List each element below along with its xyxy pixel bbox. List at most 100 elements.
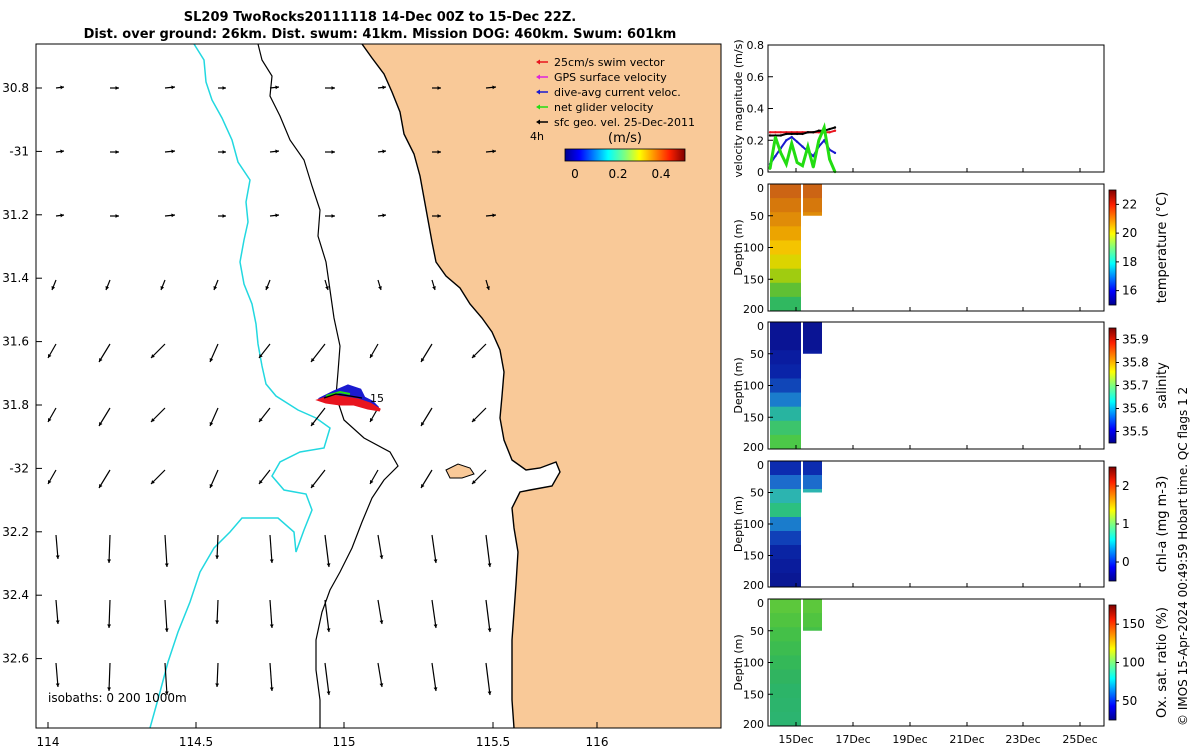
geo-velocity-arrowhead (115, 150, 119, 154)
geo-velocity-arrowhead (215, 620, 220, 624)
section-band (770, 212, 801, 227)
y-tick-label: 0 (757, 459, 764, 472)
section-band (770, 711, 801, 726)
lat-tick-label: 31.2 (2, 208, 29, 222)
lat-tick-label: 32.6 (2, 652, 29, 666)
geo-velocity-arrowhead (311, 422, 315, 426)
geo-velocity-arrowhead (269, 687, 274, 691)
geo-velocity-arrowhead (379, 620, 384, 624)
series-point (768, 131, 772, 134)
section-band (770, 545, 801, 560)
section-band (770, 434, 801, 449)
geo-velocity-arrowhead (421, 484, 425, 488)
section-band (770, 322, 801, 337)
section-gap (801, 322, 803, 449)
y-tick-label: 100 (743, 380, 764, 393)
series-point (828, 127, 831, 131)
geo-velocity-arrowhead (99, 484, 103, 488)
legend-label: net glider velocity (554, 101, 654, 114)
y-axis-label: Depth (m) (732, 496, 745, 552)
series-point (817, 129, 820, 132)
y-tick-label: 150 (743, 411, 764, 424)
geo-velocity-arrowhead (492, 149, 496, 154)
geo-velocity-arrowhead (437, 150, 441, 154)
colorbar-label: chl-a (mg m-3) (1155, 476, 1170, 573)
geo-velocity-arrowhead (60, 213, 64, 218)
series-point (785, 132, 788, 136)
y-axis-label: velocity magnitude (m/s) (732, 39, 745, 177)
section-band (770, 336, 801, 351)
series-point (779, 134, 782, 137)
geo-velocity-arrowhead (164, 628, 169, 632)
geo-velocity-arrowhead (433, 559, 438, 563)
section-band (803, 627, 822, 631)
geo-velocity-arrow (420, 469, 433, 489)
geo-velocity-arrow (420, 407, 433, 427)
geo-velocity-arrowhead (107, 624, 112, 628)
geo-velocity-arrow (324, 662, 330, 696)
section-band (803, 212, 822, 216)
panel-2: 0 50 100 150 200 35.5 35.6 35.7 35.8 35.9 salinity… (732, 320, 1170, 454)
geo-velocity-arrowhead (55, 683, 60, 687)
geo-velocity-arrowhead (421, 358, 425, 362)
geo-velocity-arrowhead (370, 418, 374, 422)
colorbar-label: Ox. sat. ratio (%) (1155, 607, 1170, 718)
legend-label: 25cm/s swim vector (554, 56, 665, 69)
geo-velocity-arrowhead (382, 149, 386, 154)
geo-velocity-arrowhead (171, 213, 175, 218)
section-block-1 (803, 461, 822, 493)
section-band (803, 461, 822, 476)
geo-velocity-arrowhead (171, 85, 175, 90)
section-block-0 (770, 322, 801, 449)
geo-velocity-arrowhead (209, 358, 214, 362)
geo-velocity-arrow (431, 599, 437, 629)
x-tick-label: 21Dec (949, 733, 984, 746)
y-tick-label: 0 (757, 166, 764, 179)
series-point (833, 126, 837, 129)
geo-velocity-arrowhead (215, 555, 220, 559)
colorbar-tick-label: 50 (1122, 694, 1137, 708)
series-point (785, 139, 788, 142)
series-point (790, 135, 793, 139)
geo-velocity-arrowhead (421, 422, 425, 426)
geo-velocity-arrow (164, 599, 168, 633)
geo-velocity-arrowhead (487, 691, 492, 695)
section-band (770, 641, 801, 656)
y-tick-label: 150 (743, 688, 764, 701)
credit-line: © IMOS 15-Apr-2024 00:49:59 Hobart time.… (1176, 387, 1190, 726)
series-point (801, 145, 804, 148)
series-point (801, 132, 804, 136)
colorbar-label: salinity (1155, 362, 1170, 409)
section-band (770, 489, 801, 504)
y-tick-label: 100 (743, 518, 764, 531)
series-point (795, 140, 799, 143)
section-band (770, 627, 801, 642)
section-band (803, 350, 822, 354)
series-point (823, 126, 826, 129)
y-tick-label: 200 (743, 718, 764, 731)
geo-velocity-arrow (216, 599, 219, 625)
y-tick-label: 100 (743, 657, 764, 670)
section-band (770, 697, 801, 713)
panel-frame (767, 44, 1105, 173)
geo-velocity-arrowhead (209, 484, 214, 488)
geo-velocity-arrow (108, 599, 111, 629)
section-band (770, 350, 801, 365)
y-axis-label: Depth (m) (732, 634, 745, 690)
y-axis-label: Depth (m) (732, 219, 745, 275)
geo-velocity-arrow (98, 407, 111, 427)
lat-tick-label: -31 (9, 144, 29, 158)
section-band (770, 184, 801, 199)
geo-velocity-arrowhead (107, 559, 112, 563)
section-band (770, 669, 801, 685)
legend-label: GPS surface velocity (554, 71, 667, 84)
series-point (828, 131, 831, 134)
geo-velocity-arrowhead (259, 480, 263, 484)
section-band (770, 559, 801, 574)
series-point (795, 132, 799, 136)
geo-velocity-arrow (431, 662, 437, 692)
y-tick-label: 0.4 (747, 103, 765, 116)
geo-velocity-arrow (108, 534, 111, 564)
